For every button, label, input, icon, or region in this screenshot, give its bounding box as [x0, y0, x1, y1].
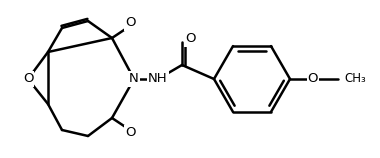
- Text: O: O: [185, 33, 195, 46]
- Text: N: N: [129, 73, 139, 85]
- Text: O: O: [125, 127, 135, 140]
- Text: CH₃: CH₃: [344, 73, 366, 85]
- Text: O: O: [23, 73, 33, 85]
- Text: O: O: [125, 16, 135, 30]
- Text: NH: NH: [148, 73, 168, 85]
- Text: O: O: [308, 73, 318, 85]
